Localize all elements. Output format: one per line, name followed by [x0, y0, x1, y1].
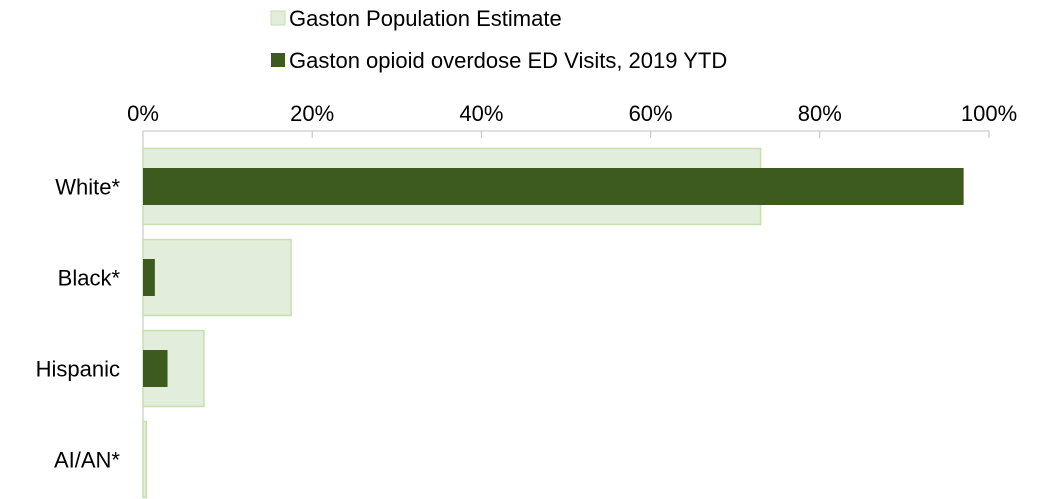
bar-population	[142, 238, 292, 317]
category-label: White*	[55, 175, 120, 200]
x-tick-label: 80%	[798, 101, 842, 126]
legend-label-ed-visits: Gaston opioid overdose ED Visits, 2019 Y…	[289, 48, 727, 73]
x-tick-label: 60%	[629, 101, 673, 126]
category-label: Hispanic	[36, 357, 120, 382]
x-tick-label: 40%	[459, 101, 503, 126]
bar-ed-visits	[143, 350, 168, 387]
x-tick-label: 100%	[961, 101, 1017, 126]
category-label: Black*	[58, 266, 121, 291]
legend: Gaston Population Estimate Gaston opioid…	[270, 6, 727, 73]
legend-swatch-ed-visits	[271, 53, 285, 67]
bar-ed-visits	[143, 259, 155, 296]
bars	[142, 147, 964, 499]
category-labels: White* Black* Hispanic AI/AN*	[36, 175, 121, 473]
bar-ed-visits	[143, 168, 964, 205]
category-label: AI/AN*	[54, 448, 120, 473]
bar-population	[142, 420, 148, 499]
x-tick-label: 20%	[290, 101, 334, 126]
x-axis: 0% 20% 40% 60% 80% 100%	[127, 101, 1017, 495]
x-tick-label: 0%	[127, 101, 159, 126]
legend-label-population: Gaston Population Estimate	[289, 6, 562, 31]
legend-swatch-population	[270, 10, 286, 26]
